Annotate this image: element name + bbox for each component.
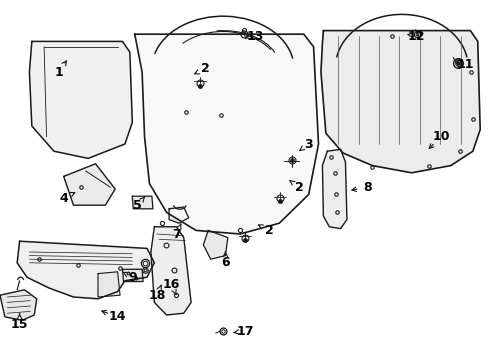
Polygon shape	[322, 149, 347, 229]
Text: 9: 9	[128, 271, 137, 284]
Text: 14: 14	[109, 310, 126, 323]
Polygon shape	[29, 41, 132, 158]
Text: 6: 6	[221, 256, 230, 269]
Text: 7: 7	[172, 228, 181, 240]
Polygon shape	[122, 269, 143, 282]
Text: 11: 11	[457, 58, 474, 71]
Text: 8: 8	[363, 181, 372, 194]
Text: 1: 1	[54, 66, 63, 78]
Text: 4: 4	[59, 192, 68, 204]
Polygon shape	[98, 272, 120, 297]
Text: 12: 12	[408, 30, 425, 42]
Polygon shape	[135, 34, 318, 234]
Text: 5: 5	[133, 199, 142, 212]
Polygon shape	[321, 31, 480, 173]
Text: 2: 2	[294, 181, 303, 194]
Polygon shape	[0, 290, 37, 320]
Polygon shape	[64, 164, 115, 205]
Text: 3: 3	[304, 138, 313, 150]
Text: 13: 13	[246, 30, 264, 42]
Polygon shape	[151, 227, 191, 315]
Polygon shape	[169, 207, 189, 223]
Text: 18: 18	[148, 289, 166, 302]
Text: 15: 15	[11, 318, 28, 330]
Text: 2: 2	[265, 224, 274, 237]
Polygon shape	[132, 196, 153, 209]
Text: 10: 10	[432, 130, 450, 143]
Polygon shape	[203, 230, 228, 259]
Text: 16: 16	[163, 278, 180, 291]
Text: 2: 2	[201, 62, 210, 75]
Text: 17: 17	[236, 325, 254, 338]
Polygon shape	[17, 241, 154, 299]
